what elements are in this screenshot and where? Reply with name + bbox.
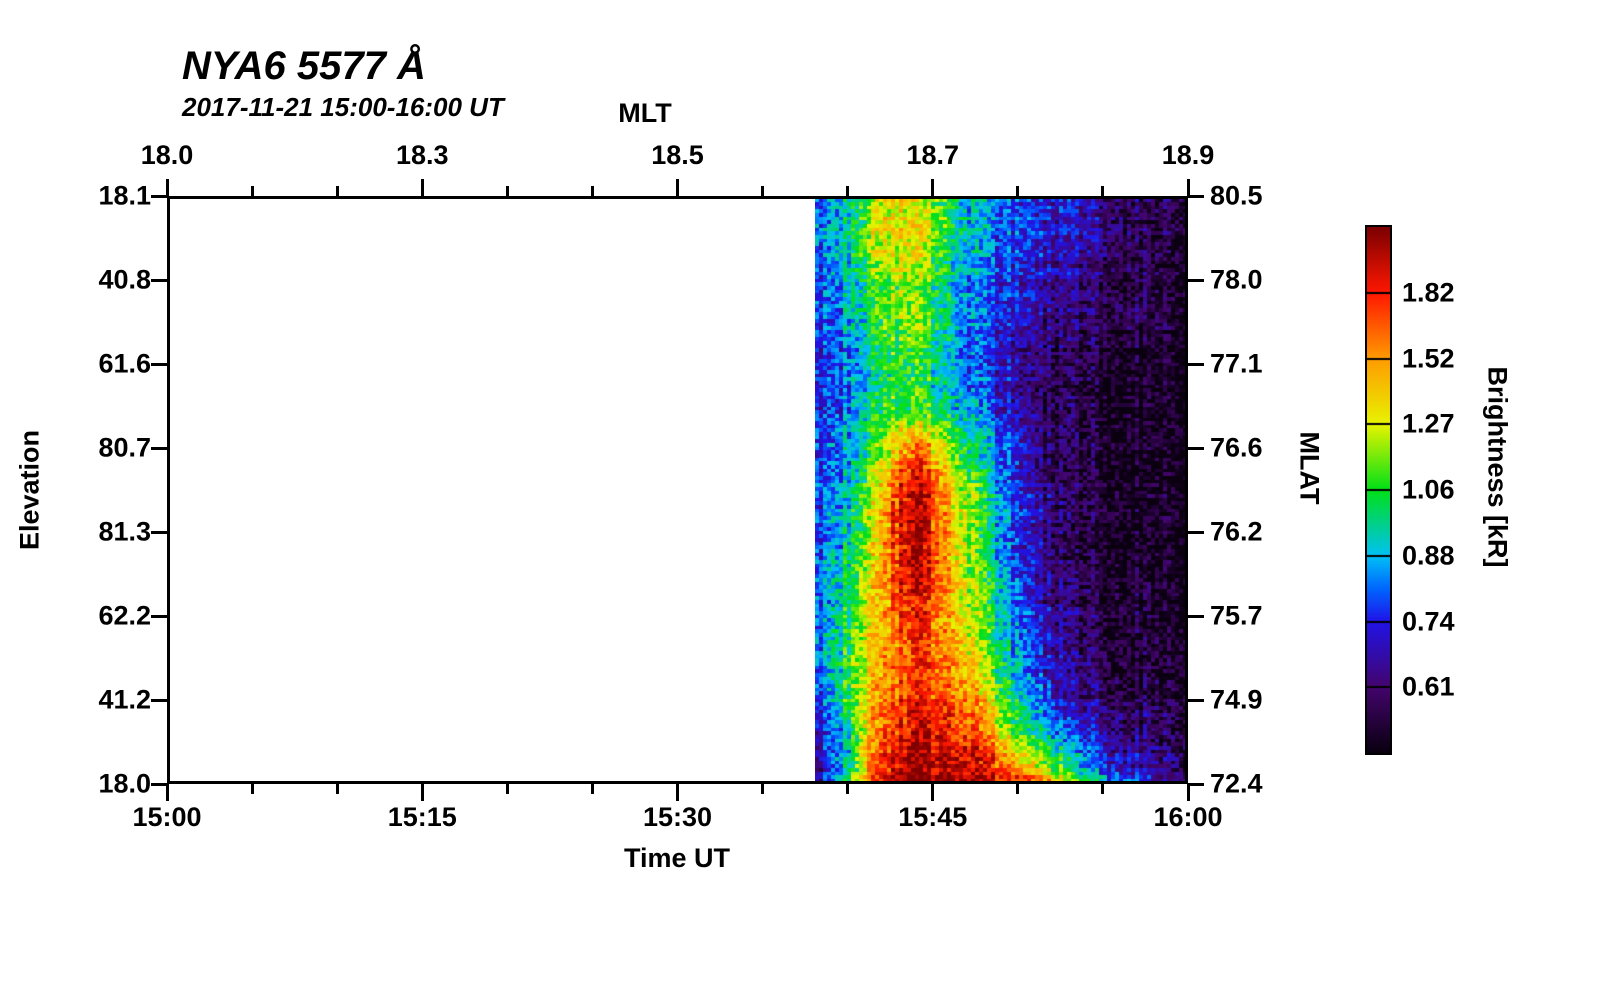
time-minor-tick: [761, 784, 765, 794]
mlt-tick-label: 18.0: [140, 140, 194, 170]
time-minor-tick: [846, 784, 850, 794]
plot-title: NYA6 5577 Å: [182, 44, 426, 88]
mlat-tick-label: 80.5: [1210, 180, 1263, 211]
mlt-major-tick: [165, 179, 169, 196]
elevation-tick-label: 81.3: [98, 516, 151, 547]
colorbar-tick-label: 1.06: [1402, 474, 1455, 505]
time-minor-tick: [1016, 784, 1020, 794]
elevation-axis-title: Elevation: [14, 429, 45, 551]
mlt-minor-tick: [761, 186, 765, 196]
time-major-tick: [165, 784, 169, 801]
mlat-tick: [1188, 194, 1204, 198]
keogram-heatmap: [815, 199, 1185, 781]
mlt-major-tick: [931, 179, 935, 196]
colorbar-frame: [1365, 225, 1392, 755]
elevation-tick: [151, 530, 167, 534]
time-minor-tick: [335, 784, 339, 794]
mlat-tick: [1188, 782, 1204, 786]
mlat-tick-label: 76.2: [1210, 516, 1263, 547]
plot-subtitle: 2017-11-21 15:00-16:00 UT: [182, 92, 504, 122]
colorbar-tick-label: 0.88: [1402, 540, 1455, 571]
time-minor-tick: [590, 784, 594, 794]
colorbar-tick-label: 1.27: [1402, 408, 1455, 439]
time-major-tick: [676, 784, 679, 801]
colorbar-title: Brightness [kR]: [1482, 366, 1513, 568]
time-major-tick: [420, 784, 424, 801]
mlt-minor-tick: [250, 186, 254, 196]
time-tick-label: 15:15: [387, 802, 457, 832]
mlat-tick: [1188, 614, 1204, 618]
colorbar-tick-label: 1.82: [1402, 277, 1455, 308]
mlt-tick-label: 18.3: [395, 140, 449, 170]
mlat-tick-label: 74.9: [1210, 684, 1263, 715]
elevation-tick-label: 18.0: [98, 768, 151, 799]
mlt-tick-label: 18.7: [906, 140, 960, 170]
elevation-tick-label: 41.2: [98, 684, 151, 715]
time-tick-label: 16:00: [1153, 802, 1223, 832]
time-major-tick: [931, 784, 935, 801]
colorbar-tick-label: 1.52: [1402, 343, 1455, 373]
elevation-tick: [151, 446, 167, 450]
mlt-minor-tick: [505, 186, 509, 196]
mlat-axis-title: MLAT: [1294, 431, 1325, 505]
colorbar-tick-label: 0.74: [1402, 606, 1455, 636]
mlat-tick-label: 76.6: [1210, 432, 1263, 463]
mlat-tick-label: 77.1: [1210, 348, 1263, 379]
elevation-tick-label: 18.1: [98, 180, 151, 211]
time-major-tick: [1186, 784, 1190, 801]
time-tick-label: 15:45: [898, 802, 968, 832]
time-minor-tick: [250, 784, 254, 794]
elevation-tick: [151, 698, 167, 702]
mlt-minor-tick: [846, 186, 850, 196]
elevation-tick: [151, 194, 167, 198]
time-axis-title: Time UT: [623, 843, 731, 873]
mlt-minor-tick: [335, 186, 339, 196]
time-tick-label: 15:30: [642, 802, 713, 832]
elevation-tick: [151, 278, 167, 282]
colorbar-gradient: [1367, 227, 1390, 753]
mlat-tick: [1188, 530, 1204, 534]
elevation-tick-label: 62.2: [98, 600, 151, 631]
mlat-tick: [1188, 446, 1204, 450]
mlt-axis-title: MLT: [618, 98, 672, 128]
elevation-tick: [151, 614, 167, 618]
mlt-tick-label: 18.9: [1161, 140, 1215, 170]
elevation-tick-label: 80.7: [98, 432, 151, 463]
time-minor-tick: [505, 784, 509, 794]
mlat-tick: [1188, 698, 1204, 702]
mlat-tick-label: 75.7: [1210, 600, 1263, 631]
mlt-major-tick: [1186, 179, 1190, 196]
elevation-tick: [151, 782, 167, 786]
colorbar-tick-label: 0.61: [1402, 671, 1455, 702]
elevation-tick: [151, 362, 167, 366]
mlt-major-tick: [420, 179, 424, 196]
elevation-tick-label: 61.6: [98, 348, 151, 379]
mlat-tick-label: 72.4: [1210, 768, 1263, 799]
mlat-tick: [1188, 278, 1204, 282]
mlt-major-tick: [676, 179, 679, 196]
time-tick-label: 15:00: [132, 802, 202, 832]
mlt-minor-tick: [590, 186, 594, 196]
elevation-tick-label: 40.8: [98, 264, 151, 295]
mlt-minor-tick: [1101, 186, 1105, 196]
time-minor-tick: [1101, 784, 1105, 794]
mlat-tick: [1188, 362, 1204, 366]
mlt-minor-tick: [1016, 186, 1020, 196]
mlat-tick-label: 78.0: [1210, 264, 1263, 295]
mlt-tick-label: 18.5: [651, 140, 704, 170]
